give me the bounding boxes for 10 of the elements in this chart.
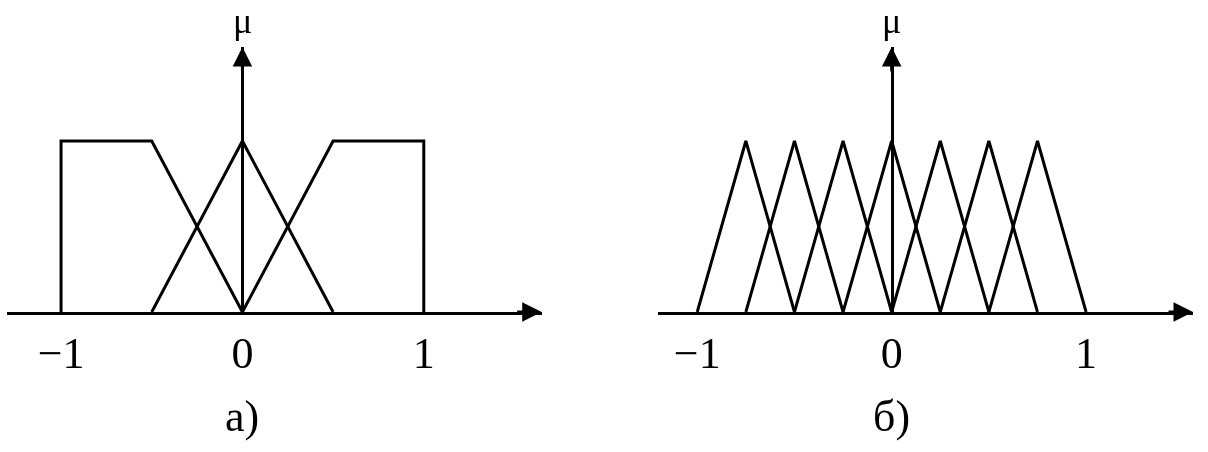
text: a) (225, 392, 260, 441)
x-tick-label: 0 (231, 328, 254, 378)
x-tick-label: 0 (880, 328, 903, 378)
x-tick-label: −1 (37, 328, 85, 378)
y-axis-title: μ (233, 1, 253, 41)
x-tick-label: 1 (412, 328, 435, 378)
x-tick-label: −1 (673, 328, 721, 378)
x-tick-label: 1 (1075, 328, 1098, 378)
y-axis-title: μ (882, 1, 902, 41)
text: б) (873, 392, 911, 441)
